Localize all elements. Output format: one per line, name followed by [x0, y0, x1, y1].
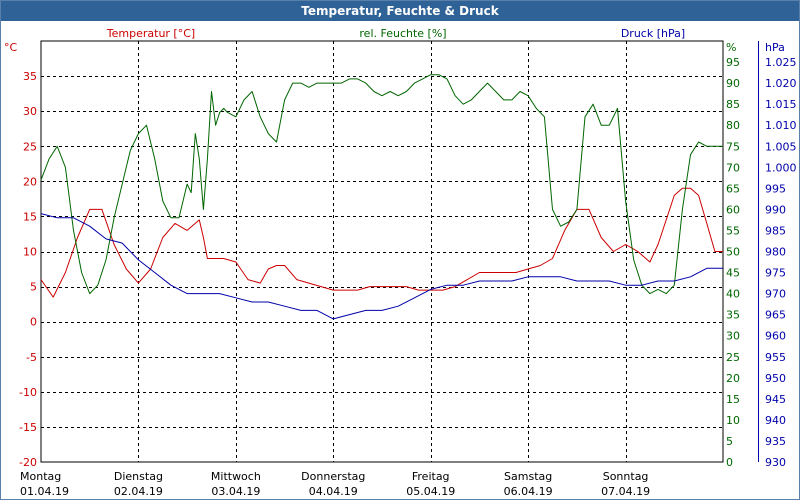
pressure-tick-label: 995 — [765, 182, 786, 195]
pressure-tick-label: 945 — [765, 393, 786, 406]
temp-tick-label: -15 — [19, 421, 37, 434]
temp-tick-label: -10 — [19, 386, 37, 399]
humidity-tick-label: 75 — [726, 140, 740, 153]
pressure-tick-label: 935 — [765, 435, 786, 448]
temp-series-line — [40, 187, 723, 298]
humidity-tick-label: 30 — [726, 330, 740, 343]
pressure-axis-title: Druck [hPa] — [621, 27, 685, 40]
temp-tick-label: 5 — [30, 281, 37, 294]
humidity-axis-title: rel. Feuchte [%] — [359, 27, 446, 40]
humidity-tick-label: 95 — [726, 56, 740, 69]
day-name-label: Sonntag — [603, 470, 649, 483]
press-series-line — [40, 213, 723, 320]
pressure-tick-label: 970 — [765, 288, 786, 301]
day-name-label: Freitag — [412, 470, 450, 483]
humidity-tick-label: 0 — [726, 456, 733, 469]
day-name-label: Samstag — [504, 470, 552, 483]
humidity-tick-label: 25 — [726, 351, 740, 364]
temp-tick-label: 25 — [23, 140, 37, 153]
humidity-tick-label: 50 — [726, 246, 740, 259]
pressure-tick-label: 990 — [765, 203, 786, 216]
humidity-tick-label: 20 — [726, 372, 740, 385]
humidity-tick-labels: 0 5 10 15 20 25 30 35 40 45 50 55 60 65 70 75 80 85 90 95 — [726, 56, 740, 469]
temp-tick-label: 35 — [23, 70, 37, 83]
plot-border — [40, 40, 724, 463]
temp-tick-label: 30 — [23, 105, 37, 118]
pressure-tick-label: 1.020 — [765, 77, 797, 90]
pressure-tick-label: 950 — [765, 372, 786, 385]
temp-axis-title: Temperatur [°C] — [106, 27, 195, 40]
pressure-tick-label: 1.025 — [765, 56, 797, 69]
humidity-tick-label: 35 — [726, 309, 740, 322]
pressure-tick-label: 965 — [765, 309, 786, 322]
day-labels: Montag 01.04.19 Dienstag 02.04.19 Mittwoch 03… — [20, 470, 650, 498]
pressure-tick-label: 1.000 — [765, 161, 797, 174]
pressure-tick-label: 955 — [765, 351, 786, 364]
line-chart: Temperatur [°C] rel. Feuchte [%] Druck [… — [4, 27, 797, 498]
pressure-tick-label: 975 — [765, 267, 786, 280]
day-date-label: 06.04.19 — [504, 485, 553, 498]
pressure-tick-label: 985 — [765, 224, 786, 237]
temp-tick-label: 0 — [30, 316, 37, 329]
temp-tick-label: -20 — [19, 456, 37, 469]
day-date-label: 07.04.19 — [601, 485, 650, 498]
temp-tick-label: 10 — [23, 246, 37, 259]
humidity-tick-label: 15 — [726, 393, 740, 406]
day-name-label: Donnerstag — [301, 470, 365, 483]
humidity-tick-label: 45 — [726, 267, 740, 280]
humidity-tick-label: 5 — [726, 435, 733, 448]
day-date-label: 01.04.19 — [20, 485, 69, 498]
day-name-label: Montag — [20, 470, 61, 483]
humidity-tick-label: 90 — [726, 77, 740, 90]
humidity-tick-label: 65 — [726, 182, 740, 195]
humidity-unit-label: % — [726, 41, 736, 54]
day-name-label: Mittwoch — [211, 470, 261, 483]
humidity-tick-label: 10 — [726, 414, 740, 427]
day-date-label: 02.04.19 — [114, 485, 163, 498]
pressure-tick-label: 980 — [765, 246, 786, 259]
window-title: Temperatur, Feuchte & Druck — [1, 1, 799, 21]
temp-tick-label: 15 — [23, 210, 37, 223]
pressure-tick-labels: 930 935 940 945 950 955 960 965 970 975 980 985 990 9… — [765, 56, 797, 469]
humidity-tick-label: 40 — [726, 288, 740, 301]
grid-lines — [40, 40, 759, 463]
pressure-tick-label: 1.005 — [765, 140, 797, 153]
pressure-tick-label: 1.010 — [765, 119, 797, 132]
humidity-tick-label: 55 — [726, 224, 740, 237]
humidity-tick-label: 70 — [726, 161, 740, 174]
pressure-tick-label: 1.015 — [765, 98, 797, 111]
pressure-unit-label: hPa — [765, 41, 785, 54]
pressure-tick-label: 940 — [765, 414, 786, 427]
hum-series-line — [40, 74, 723, 295]
day-date-label: 03.04.19 — [211, 485, 260, 498]
day-date-label: 05.04.19 — [406, 485, 455, 498]
temp-tick-label: -5 — [26, 351, 37, 364]
day-date-label: 04.04.19 — [309, 485, 358, 498]
pressure-tick-label: 960 — [765, 330, 786, 343]
series-layer — [40, 74, 723, 320]
humidity-tick-label: 60 — [726, 203, 740, 216]
temp-unit-label: °C — [4, 41, 18, 54]
day-name-label: Dienstag — [114, 470, 163, 483]
humidity-tick-label: 80 — [726, 119, 740, 132]
temp-tick-label: 20 — [23, 175, 37, 188]
pressure-tick-label: 930 — [765, 456, 786, 469]
temp-tick-labels: -20 -15 -10 -5 0 5 10 15 20 25 30 35 — [19, 70, 37, 469]
humidity-tick-label: 85 — [726, 98, 740, 111]
